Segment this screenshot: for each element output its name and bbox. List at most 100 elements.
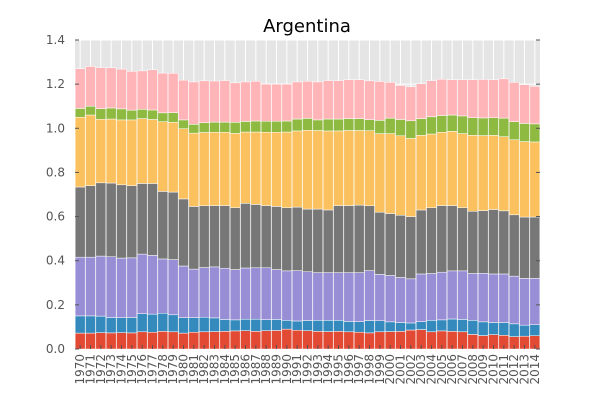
bar-segment [157, 258, 169, 314]
bar-segment [488, 79, 499, 118]
bar-segment [312, 130, 324, 210]
bar-segment [508, 82, 520, 122]
bar-segment [229, 207, 241, 270]
bar-segment [167, 122, 179, 193]
bar-segment [105, 182, 117, 257]
bar-segment [116, 257, 127, 318]
bar-segment [136, 109, 148, 119]
bar-segment [85, 114, 96, 186]
bar-segment [85, 256, 96, 317]
bar-segment [477, 273, 489, 323]
bar-segment [126, 257, 138, 318]
bar-segment [302, 271, 313, 321]
bar-segment [147, 255, 158, 315]
bar-segment [229, 269, 241, 321]
bar-segment [384, 133, 396, 214]
bar-segment [260, 120, 272, 133]
bar-segment [281, 120, 293, 133]
bar-segment [147, 109, 158, 120]
bar-segment [219, 205, 231, 269]
bar-segment [85, 185, 96, 258]
x-tick-label: 1996 [342, 354, 356, 385]
x-tick-label: 1971 [84, 354, 98, 385]
x-tick-label: 1979 [166, 354, 180, 385]
bar-segment [405, 322, 417, 331]
bar-segment [188, 132, 200, 207]
bar-segment [477, 135, 489, 211]
x-tick-label: 2006 [445, 354, 459, 385]
bar-segment [291, 118, 303, 132]
bar-segment [178, 317, 189, 334]
x-tick-label: 2009 [476, 354, 490, 385]
bar-segment [384, 275, 396, 323]
bar-segment [250, 131, 262, 205]
bar-segment [219, 267, 231, 320]
bar-segment [333, 205, 344, 273]
bar-segment [198, 267, 210, 318]
bar-segment [322, 130, 334, 211]
bar-segment [312, 81, 324, 121]
bar-segment [312, 208, 324, 273]
bar-segment [508, 323, 520, 337]
bar-segment [446, 114, 458, 132]
bar-segment [477, 117, 489, 136]
bar-segment [209, 266, 220, 319]
x-tick-label: 1992 [301, 354, 315, 385]
bar-segment [529, 141, 541, 218]
bar-segment [240, 121, 251, 133]
bar-segment [405, 138, 417, 217]
bar-segment [395, 214, 406, 278]
bar-segment [271, 206, 282, 270]
bar-segment [415, 118, 427, 136]
bar-segment [415, 321, 427, 330]
bar-segment [271, 319, 282, 331]
bar-segment [415, 83, 427, 119]
bar-segment [529, 123, 541, 143]
bar-segment [74, 315, 86, 334]
bar-segment [488, 273, 499, 323]
bar-segment [519, 123, 530, 142]
bar-segment [126, 109, 138, 121]
bar-segment [240, 131, 251, 204]
bar-segment [240, 81, 251, 122]
bar-segment [508, 214, 520, 277]
bar-segment [260, 132, 272, 206]
bar-segment [436, 79, 448, 116]
bar-segment [302, 81, 313, 119]
bar-segment [167, 112, 179, 123]
x-tick-label: 2000 [383, 354, 397, 385]
y-tick-label: 1.0 [46, 121, 65, 135]
x-tick-label: 2003 [414, 354, 428, 385]
bar-segment [281, 131, 293, 208]
bar-segment [167, 191, 179, 260]
bar-segment [271, 120, 282, 133]
bar-segment [209, 132, 220, 206]
bar-segment [426, 116, 437, 135]
bar-segment [260, 267, 272, 320]
x-tick-label: 1998 [363, 354, 377, 385]
x-tick-label: 1981 [187, 354, 201, 385]
bar-segment [415, 273, 427, 322]
bar-segment [291, 206, 303, 271]
x-tick-label: 1994 [321, 354, 335, 385]
bar-segment [508, 139, 520, 216]
bar-segment [271, 132, 282, 207]
bar-segment [281, 207, 293, 272]
bar-segment [240, 203, 251, 269]
bar-segment [446, 270, 458, 320]
bar-segment [198, 122, 210, 133]
bar-segment [426, 207, 437, 274]
bar-segment [498, 117, 510, 137]
bar-segment [467, 273, 479, 321]
bar-segment [374, 211, 386, 275]
bar-segment [343, 130, 355, 206]
chart-title: Argentina [263, 16, 351, 37]
bar-segment [364, 130, 375, 207]
bar-segment [384, 117, 396, 134]
bar-segment [250, 267, 262, 320]
bar-segment [229, 319, 241, 332]
x-tick-label: 1993 [311, 354, 325, 385]
bar-segment [364, 80, 375, 120]
bar-segment [167, 314, 179, 333]
bar-segment [281, 83, 293, 122]
